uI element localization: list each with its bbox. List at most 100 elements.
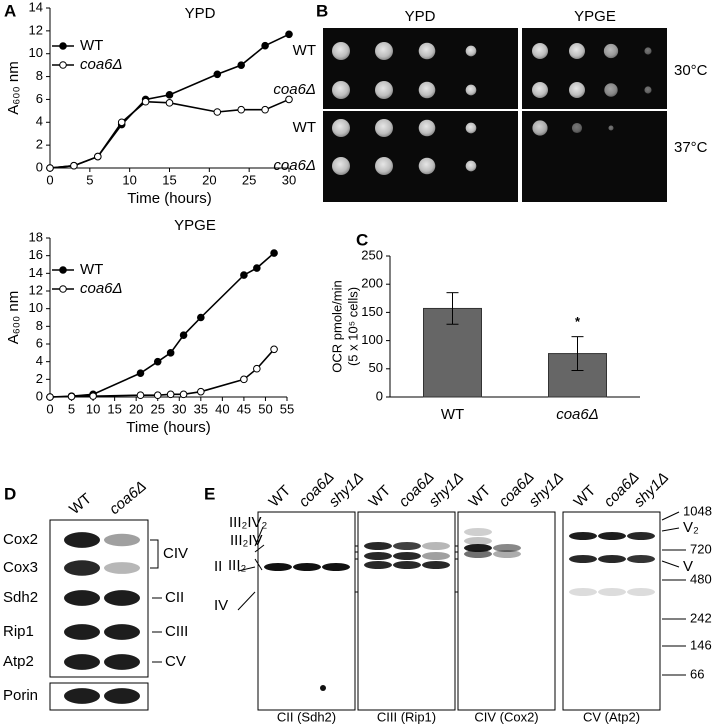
legend-marker [59,285,67,293]
marker-label: 242 [690,610,712,625]
x-tick-label: 45 [237,401,251,416]
data-point [270,249,278,257]
label-leader [237,566,256,572]
data-point [67,392,76,401]
panel-label: A [4,1,16,20]
marker-label: 480 [690,571,712,586]
colony-spot [644,47,652,55]
chart-title: YPD [185,5,216,22]
x-tick-label: 15 [107,401,121,416]
complex-label: CIV [163,545,188,562]
x-tick-label: 25 [242,172,256,187]
y-tick-label: 10 [29,45,43,60]
blot-band [104,533,140,547]
complex-label: II [214,558,222,575]
x-tick-label: WT [441,406,464,423]
x-tick-label: 30 [282,172,296,187]
colony-spot [375,119,393,137]
x-tick-label: 10 [86,401,100,416]
legend-marker [59,61,67,69]
blot-band [569,532,597,540]
x-tick-label: 35 [194,401,208,416]
label-leader [661,511,680,521]
y-axis-label: A₆₀₀ nm [5,291,22,345]
complex-label: IV [214,597,228,614]
series-line [49,98,290,169]
blot-band [104,654,140,670]
colony-spot [418,42,436,60]
legend-marker [59,42,67,50]
x-tick-label: 0 [46,401,53,416]
blot-band [104,688,140,704]
x-tick-label: 30 [172,401,186,416]
colony-spot [332,42,350,60]
x-tick-label: 5 [86,172,93,187]
blot-band [627,532,655,540]
y-tick-label: 0 [36,159,43,174]
y-tick-label: 14 [29,265,43,280]
blot-band [64,654,100,670]
data-point [261,41,269,50]
protein-label: Porin [3,687,38,704]
plate-image [323,28,518,202]
blot-band [264,563,292,571]
y-tick-label: 100 [361,332,383,347]
colony-spot [532,43,548,59]
data-point [141,97,150,106]
blot-band [64,688,100,704]
colony-spot [569,82,585,98]
marker-label: 146 [690,637,712,652]
label-leader [661,527,680,532]
y-tick-label: 0 [376,388,383,403]
data-point [237,105,245,114]
data-point [136,369,145,377]
y-tick-label: 8 [36,318,43,333]
blot-band [104,590,140,606]
y-tick-label: 18 [29,229,43,244]
blot-band [64,624,100,640]
colony-spot [571,122,583,134]
protein-label: Cox2 [3,531,38,548]
y-tick-label: 12 [29,282,43,297]
data-point [240,271,248,279]
y-axis-label: (5 x 10⁵ cells) [345,287,360,366]
blot-frame [562,511,661,711]
y-tick-label: 0 [36,388,43,403]
colony-spot [418,81,436,99]
blot-band [569,555,597,563]
blot-band [104,624,140,640]
colony-spot [465,84,477,96]
colony-spot [532,82,548,98]
blot-label: CIV (Cox2) [474,709,538,724]
y-tick-label: 16 [29,247,43,262]
x-tick-label: coa6Δ [556,406,599,423]
panel-label: E [204,484,215,503]
data-point [285,30,293,39]
complex-label: III₂IV [230,532,263,549]
blot-frame [257,511,356,711]
blot-band [393,542,421,550]
data-point [117,118,126,127]
data-point [261,105,269,114]
blot-band [64,532,100,548]
data-point [166,349,175,357]
colony-spot [569,43,585,59]
lane-label: WT [466,482,495,511]
complex-label: CIII [165,623,188,640]
data-point [153,357,162,366]
protein-label: Sdh2 [3,589,38,606]
x-axis-label: Time (hours) [126,419,210,436]
data-point [165,91,174,99]
complex-label: III₂ [228,557,247,574]
blot-band [464,528,492,536]
x-tick-label: 50 [258,401,272,416]
blot-band [493,550,521,558]
blot-band [598,588,626,596]
data-point [136,391,145,400]
colony-spot [532,120,548,136]
data-point [237,61,245,69]
complex-label: CV [165,653,186,670]
data-point [253,364,261,373]
marker-label: 66 [690,666,704,681]
strain-label: coa6Δ [273,81,316,98]
